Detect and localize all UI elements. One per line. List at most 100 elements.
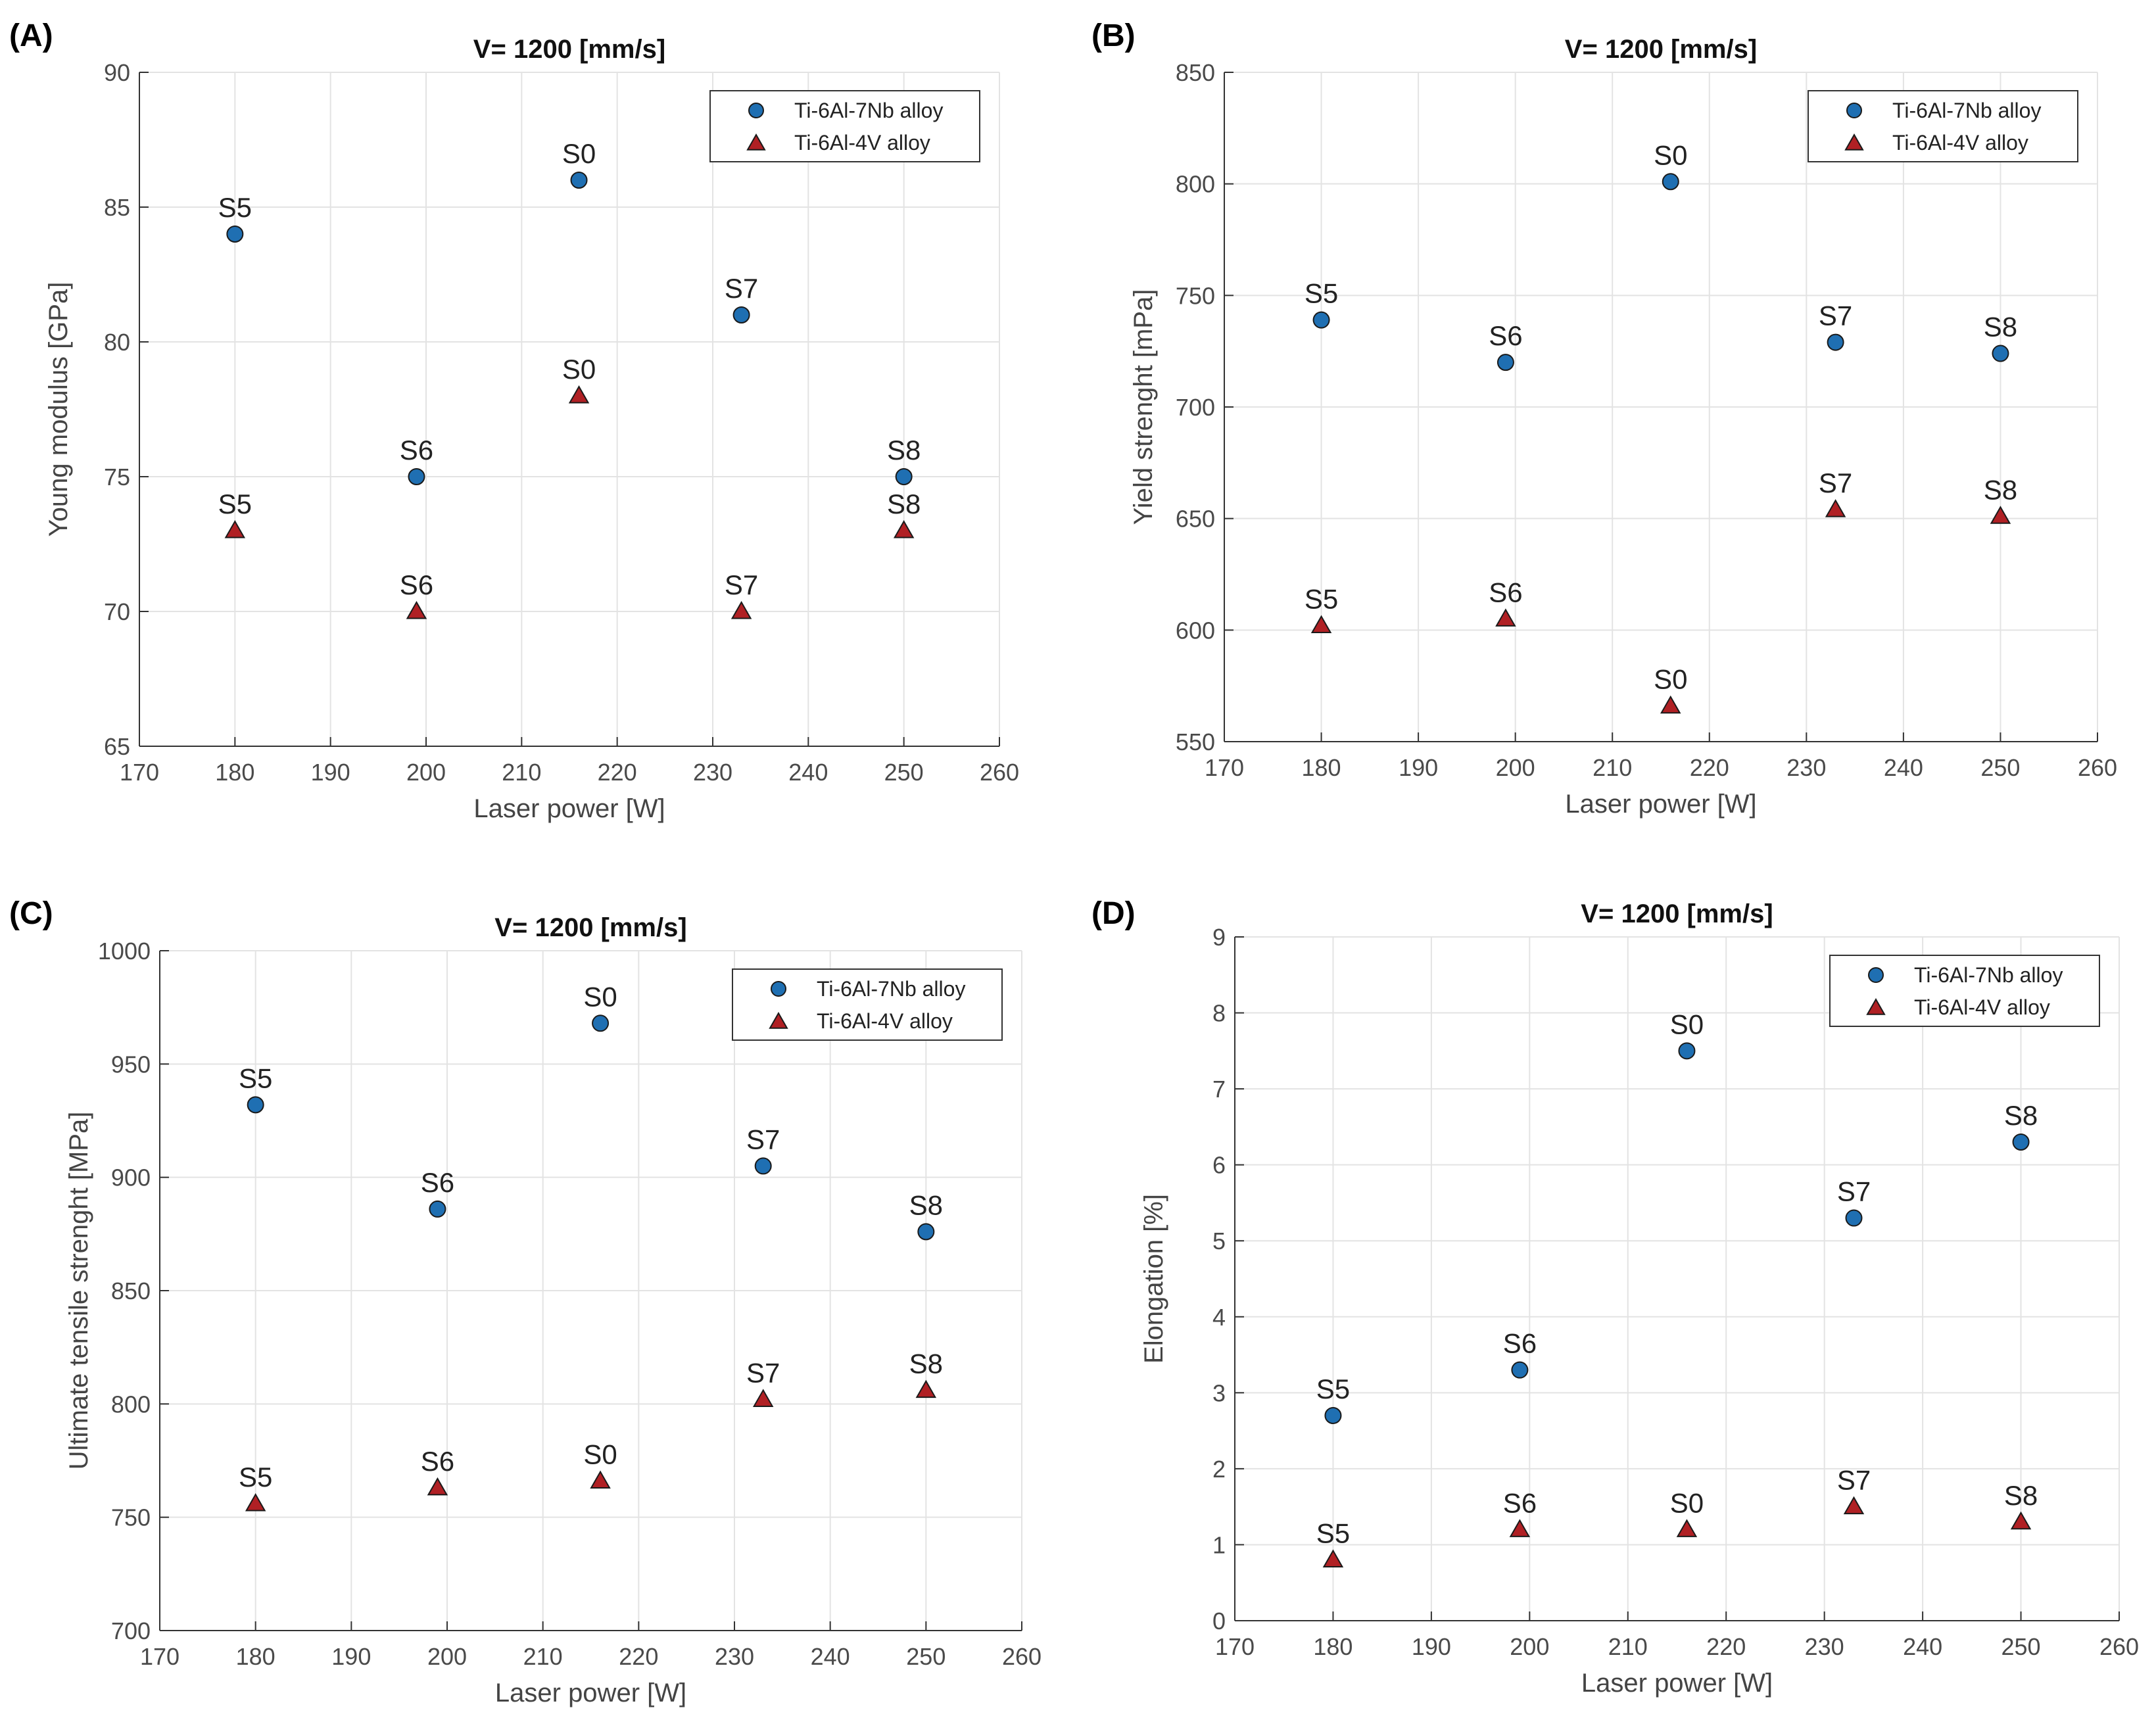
legend-marker-v	[769, 1011, 788, 1029]
chart-yield-strength: 170 180 190 200 210 220 230 240 250 260 550 600 650 7…	[1129, 35, 2117, 819]
y-axis-label: Yield strenght [mPa]	[1129, 289, 1158, 525]
data-point-nb	[1324, 1407, 1342, 1424]
legend-label-v: Ti-6Al-4V alloy	[794, 131, 930, 155]
y-tick-label: 5	[1212, 1228, 1226, 1254]
y-tick-label: 8	[1212, 1000, 1226, 1027]
data-point-label: S6	[1503, 1487, 1537, 1518]
x-tick-label: 170	[1205, 754, 1244, 781]
x-tick-label: 230	[693, 759, 732, 786]
y-tick-label: 550	[1176, 728, 1215, 755]
x-tick-label: 190	[1412, 1633, 1451, 1660]
data-point-label: S7	[725, 273, 758, 304]
x-tick-label: 190	[311, 759, 350, 786]
data-point-v	[1825, 499, 1846, 517]
data-point-v	[915, 1379, 937, 1398]
chart-title: V= 1200 [mm/s]	[1581, 899, 1773, 928]
x-tick-label: 230	[715, 1643, 754, 1670]
data-point-label: S0	[562, 354, 596, 385]
data-point-v	[245, 1492, 266, 1512]
data-point-nb	[1678, 1042, 1696, 1060]
x-axis-label: Laser power [W]	[1581, 1669, 1773, 1698]
data-point-nb	[570, 172, 588, 189]
chart-young-modulus: 170 180 190 200 210 220 230 240 250 260 65 70 75 80 85…	[44, 35, 1019, 823]
y-tick-label: 750	[1176, 282, 1215, 309]
data-point-label: S0	[562, 138, 596, 169]
x-tick-label: 170	[1215, 1633, 1255, 1660]
panel-letter-b: (B)	[1091, 18, 1136, 53]
data-point-v	[1676, 1519, 1698, 1537]
legend-label-nb: Ti-6Al-7Nb alloy	[794, 99, 943, 122]
data-point-v	[1660, 695, 1681, 714]
x-tick-label: 210	[1608, 1633, 1648, 1660]
data-point-label: S5	[1316, 1373, 1350, 1404]
data-point-label: S8	[2004, 1100, 2038, 1131]
x-tick-label: 200	[427, 1643, 467, 1670]
x-tick-label: 200	[1496, 754, 1535, 781]
y-tick-label: 2	[1212, 1456, 1226, 1483]
data-point-v	[590, 1470, 611, 1489]
y-axis-label: Young modulus [GPa]	[44, 282, 73, 537]
x-tick-label: 220	[1706, 1633, 1746, 1660]
data-point-nb	[1662, 173, 1679, 191]
legend-marker-nb	[1868, 967, 1884, 983]
x-tick-label: 260	[2099, 1633, 2139, 1660]
legend-marker-v	[1844, 133, 1864, 151]
data-point-label: S0	[1670, 1487, 1704, 1518]
x-tick-label: 190	[1399, 754, 1438, 781]
y-tick-label: 750	[111, 1504, 151, 1531]
data-point-label: S5	[239, 1462, 272, 1492]
data-point-label: S8	[2004, 1480, 2038, 1511]
legend-marker-nb	[748, 103, 764, 118]
data-point-nb	[429, 1200, 446, 1218]
x-tick-label: 180	[1302, 754, 1341, 781]
data-point-label: S0	[583, 981, 617, 1012]
y-tick-label: 600	[1176, 617, 1215, 644]
data-point-label: S7	[746, 1124, 780, 1155]
y-tick-label: 3	[1212, 1379, 1226, 1406]
data-point-v	[1990, 506, 2011, 524]
x-tick-label: 210	[523, 1643, 563, 1670]
legend-marker-v	[1866, 997, 1886, 1015]
chart-title: V= 1200 [mm/s]	[473, 35, 665, 64]
y-tick-label: 90	[104, 59, 130, 86]
x-tick-label: 180	[236, 1643, 275, 1670]
data-point-nb	[754, 1157, 772, 1175]
data-point-v	[568, 385, 590, 404]
x-tick-label: 250	[1980, 754, 2020, 781]
y-tick-label: 700	[1176, 394, 1215, 421]
y-tick-label: 850	[111, 1277, 151, 1304]
x-tick-label: 190	[331, 1643, 371, 1670]
data-point-v	[893, 519, 915, 538]
data-point-v	[427, 1477, 448, 1496]
x-tick-label: 250	[906, 1643, 946, 1670]
data-point-label: S0	[1670, 1009, 1704, 1039]
data-point-nb	[408, 468, 425, 485]
legend-label-v: Ti-6Al-4V alloy	[1914, 995, 2050, 1019]
data-point-label: S7	[1819, 467, 1852, 498]
data-point-label: S0	[583, 1439, 617, 1470]
x-tick-label: 170	[120, 759, 159, 786]
legend-marker-v	[746, 133, 766, 151]
data-point-nb	[917, 1223, 935, 1241]
data-point-v	[224, 519, 246, 538]
chart-elongation: 170 180 190 200 210 220 230 240 250 260 0 1 2 3 4 5 6 7 8 9…	[1139, 899, 2139, 1698]
legend-marker-nb	[771, 981, 786, 997]
data-point-nb	[895, 468, 913, 485]
chart-title: V= 1200 [mm/s]	[1565, 35, 1757, 64]
data-point-nb	[592, 1014, 610, 1032]
data-point-label: S7	[1837, 1465, 1871, 1496]
plot-area	[139, 72, 999, 746]
y-tick-label: 800	[1176, 171, 1215, 198]
chart-ultimate-tensile-strength: 170 180 190 200 210 220 230 240 250 260 700 750 800 8…	[64, 913, 1042, 1707]
data-point-label: S6	[400, 435, 433, 465]
data-point-label: S6	[1489, 577, 1522, 608]
data-point-label: S0	[1654, 664, 1687, 695]
y-axis-label: Ultimate tensile strenght [MPa]	[64, 1112, 93, 1470]
y-tick-label: 70	[104, 598, 130, 625]
panel-letter-a: (A)	[9, 18, 53, 53]
data-point-label: S8	[909, 1348, 943, 1379]
chart-title: V= 1200 [mm/s]	[494, 913, 686, 942]
legend-label-nb: Ti-6Al-7Nb alloy	[1892, 99, 2041, 122]
y-tick-label: 850	[1176, 59, 1215, 86]
